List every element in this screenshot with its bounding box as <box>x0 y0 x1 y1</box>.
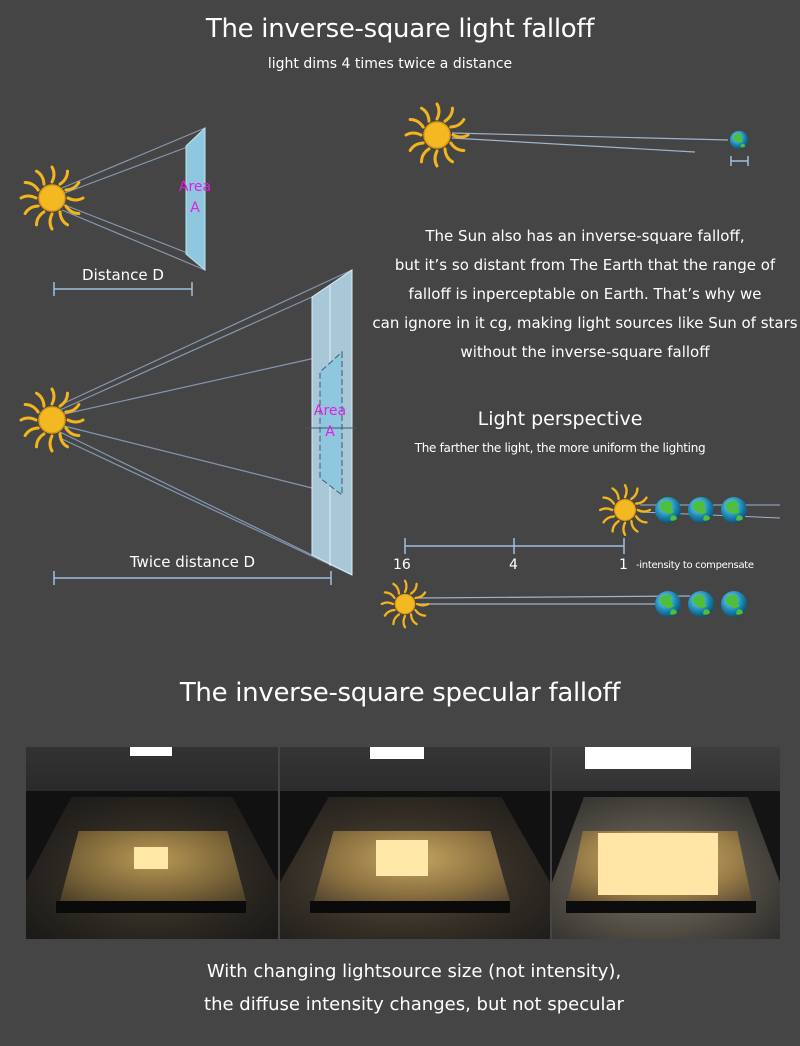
specular-highlight <box>598 833 718 895</box>
sun-icon <box>599 484 651 536</box>
area-letter: A <box>325 424 335 440</box>
area-word: Area <box>178 179 212 195</box>
sun-earth-setup <box>404 102 749 168</box>
large-area-setup <box>19 269 357 585</box>
earth-icon <box>688 497 714 523</box>
compensate-note: -intensity to compensate <box>636 560 754 571</box>
specular-highlight <box>134 847 168 869</box>
earth-icon <box>688 591 714 617</box>
page-title: The inverse-square light falloff <box>205 14 595 44</box>
earth-icon <box>655 497 681 523</box>
render-large-light <box>552 747 780 939</box>
render-small-light <box>26 747 278 939</box>
specular-highlight <box>376 840 428 876</box>
specular-title: The inverse-square specular falloff <box>179 678 621 708</box>
twice-distance-label: Twice distance D <box>129 553 256 571</box>
light-source <box>130 747 172 756</box>
caption-line: With changing lightsource size (not inte… <box>206 961 622 982</box>
sun-note-line: without the inverse-square falloff <box>460 343 710 361</box>
earth-icon <box>729 130 749 150</box>
perspective-title: Light perspective <box>477 408 643 430</box>
sun-note-line: falloff is inperceptable on Earth. That’… <box>408 285 762 303</box>
earth-icon <box>721 591 747 617</box>
scale-tick-4: 4 <box>509 557 518 573</box>
far-sun-setup <box>380 579 747 629</box>
earth-icon <box>655 591 681 617</box>
sun-note-line: The Sun also has an inverse-square fallo… <box>425 227 745 245</box>
sun-icon <box>404 102 470 168</box>
sun-note: The Sun also has an inverse-square fallo… <box>355 222 800 367</box>
area-letter: A <box>190 200 200 216</box>
specular-caption: With changing lightsource size (not inte… <box>0 955 800 1021</box>
small-area-setup <box>19 126 206 296</box>
large-area-label: Area A <box>310 401 350 443</box>
falloff-diagram <box>19 102 781 629</box>
near-sun-setup <box>599 484 781 536</box>
perspective-subtitle: The farther the light, the more uniform … <box>414 441 706 455</box>
intensity-scale <box>404 538 625 554</box>
area-word: Area <box>313 403 347 419</box>
sun-icon <box>19 165 85 231</box>
small-area-label: Area A <box>175 177 215 219</box>
distance-label: Distance D <box>82 266 164 284</box>
earth-icon <box>721 497 747 523</box>
caption-line: the diffuse intensity changes, but not s… <box>204 994 624 1015</box>
sun-note-line: but it’s so distant from The Earth that … <box>394 256 776 274</box>
scale-tick-16: 16 <box>393 557 411 573</box>
page-subtitle: light dims 4 times twice a distance <box>267 56 513 72</box>
light-source <box>370 747 424 759</box>
render-medium-light <box>280 747 550 939</box>
scale-tick-1: 1 <box>619 557 628 573</box>
light-source <box>585 747 691 769</box>
sun-note-line: can ignore in it cg, making light source… <box>372 314 798 332</box>
